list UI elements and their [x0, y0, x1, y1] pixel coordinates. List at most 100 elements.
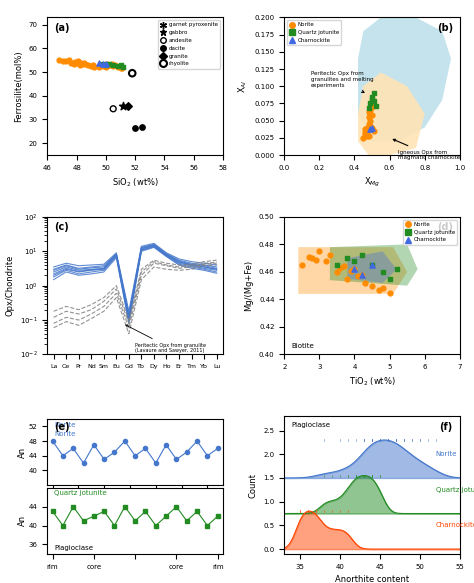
Point — [366, 121, 374, 131]
Point — [370, 97, 378, 106]
Point — [65, 55, 73, 64]
Point — [73, 58, 81, 68]
Text: Norite: Norite — [436, 451, 457, 457]
Point — [366, 106, 374, 115]
Point — [89, 60, 97, 69]
Text: Norite: Norite — [55, 422, 76, 428]
Point — [370, 127, 378, 136]
Point — [361, 130, 369, 139]
Point — [99, 61, 107, 71]
Point — [351, 257, 358, 266]
Point — [368, 102, 376, 111]
Legend: Norite, Quartz jotunite, Charnockite: Norite, Quartz jotunite, Charnockite — [287, 20, 341, 45]
Point — [109, 61, 117, 71]
Point — [375, 285, 383, 294]
Point — [333, 261, 341, 270]
Point — [363, 131, 371, 141]
X-axis label: TiO$_2$ (wt%): TiO$_2$ (wt%) — [349, 375, 395, 388]
Point — [70, 59, 78, 68]
Point — [365, 113, 372, 122]
Point — [105, 61, 113, 70]
Point — [60, 57, 67, 66]
Text: Plagioclase: Plagioclase — [292, 422, 330, 428]
Text: (a): (a) — [55, 23, 70, 33]
Point — [212, 144, 219, 153]
Point — [63, 56, 70, 65]
Point — [386, 288, 393, 297]
X-axis label: X$_{Mg}$: X$_{Mg}$ — [364, 176, 380, 189]
Point — [379, 284, 386, 293]
Point — [316, 247, 323, 256]
Point — [368, 261, 376, 270]
Point — [107, 60, 114, 69]
Text: (f): (f) — [439, 422, 453, 432]
Point — [363, 127, 371, 136]
Point — [72, 57, 79, 66]
Polygon shape — [358, 72, 425, 155]
Point — [340, 262, 348, 271]
Point — [363, 128, 371, 138]
Point — [111, 60, 118, 69]
Point — [365, 108, 372, 117]
Point — [84, 61, 92, 70]
Point — [102, 62, 109, 72]
Point — [361, 278, 369, 287]
Point — [326, 251, 334, 260]
Point — [76, 60, 83, 69]
Point — [333, 267, 341, 276]
Y-axis label: Mg/(Mg+Fe): Mg/(Mg+Fe) — [245, 260, 254, 311]
Point — [354, 271, 362, 280]
Point — [102, 60, 109, 69]
Point — [323, 257, 330, 266]
Point — [358, 251, 365, 260]
Point — [363, 123, 371, 132]
Point — [124, 102, 132, 111]
Point — [347, 266, 355, 275]
Y-axis label: Ferrosilite(mol%): Ferrosilite(mol%) — [14, 51, 23, 122]
Point — [368, 99, 376, 108]
Point — [117, 63, 124, 72]
Point — [305, 252, 313, 261]
Point — [359, 133, 367, 142]
Point — [55, 55, 63, 65]
Point — [109, 60, 117, 69]
Point — [168, 143, 175, 153]
Point — [204, 145, 212, 154]
Point — [139, 122, 146, 131]
Point — [117, 61, 124, 70]
Point — [77, 58, 85, 67]
Text: Quartz jotunite: Quartz jotunite — [55, 490, 107, 497]
Point — [99, 60, 107, 69]
Point — [366, 116, 374, 125]
Point — [344, 274, 351, 283]
Point — [79, 59, 86, 68]
Polygon shape — [347, 251, 397, 283]
Text: (e): (e) — [55, 422, 70, 432]
Point — [82, 60, 89, 69]
Point — [103, 59, 111, 68]
Point — [114, 62, 121, 71]
Point — [344, 254, 351, 263]
Point — [358, 270, 365, 279]
Point — [365, 104, 372, 113]
Point — [358, 270, 365, 279]
Point — [88, 61, 95, 71]
Point — [368, 92, 376, 101]
Point — [298, 261, 306, 270]
Point — [365, 120, 372, 129]
Point — [312, 255, 319, 264]
Y-axis label: An: An — [18, 447, 27, 458]
Point — [372, 101, 379, 110]
Y-axis label: Opx/Chondrite: Opx/Chondrite — [5, 255, 14, 317]
Point — [118, 64, 126, 73]
Point — [351, 265, 358, 274]
Y-axis label: An: An — [18, 515, 27, 526]
Text: Igneous Opx from
magmatic charnockite: Igneous Opx from magmatic charnockite — [393, 139, 460, 160]
Text: Peritectic Opx from
granulites and melting
experiments: Peritectic Opx from granulites and melti… — [310, 71, 373, 93]
Point — [351, 265, 358, 274]
Point — [366, 99, 374, 108]
Point — [368, 281, 376, 290]
Point — [95, 58, 102, 68]
Point — [386, 274, 393, 283]
Legend: Norite, Quartz jotunite, Charnockite: Norite, Quartz jotunite, Charnockite — [403, 220, 457, 245]
